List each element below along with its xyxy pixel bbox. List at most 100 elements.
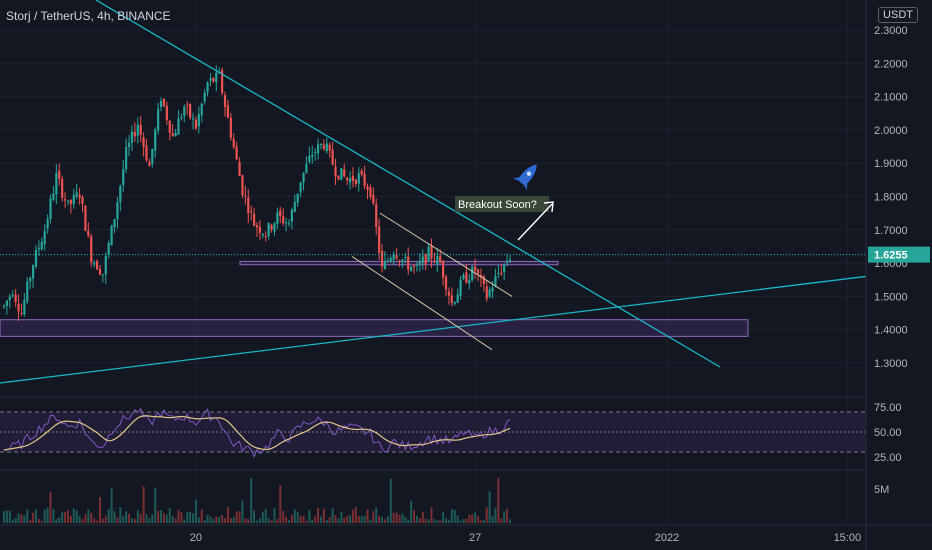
candle-body <box>145 145 148 161</box>
volume-bar <box>40 520 43 523</box>
volume-bar <box>3 511 5 523</box>
volume-bar <box>224 518 227 523</box>
candle-body <box>37 247 40 250</box>
candle-body <box>34 249 38 267</box>
volume-bar <box>154 487 157 523</box>
volume-bar <box>241 500 244 523</box>
candle-body <box>159 100 163 108</box>
candle-body <box>258 226 262 233</box>
candle-body <box>296 193 299 203</box>
currency-badge[interactable]: USDT <box>878 7 918 23</box>
candle-body <box>95 261 99 270</box>
volume-bar <box>218 517 221 523</box>
volume-bar <box>87 509 90 523</box>
candle-body <box>401 259 404 262</box>
candle-body <box>247 197 250 214</box>
candle-body <box>442 261 445 278</box>
candle-body <box>63 199 67 201</box>
volume-bar <box>215 516 218 523</box>
trendlines[interactable] <box>0 0 867 384</box>
volume-bar <box>331 508 334 523</box>
candle-body <box>346 177 349 181</box>
candle-body <box>14 294 17 303</box>
candle-body <box>407 256 410 270</box>
candle-body <box>223 95 227 107</box>
candle-body <box>340 168 343 180</box>
candle-body <box>55 172 58 195</box>
candle-body <box>186 104 189 106</box>
candle-body <box>72 194 75 205</box>
grid-lines <box>0 0 866 525</box>
candle-body <box>61 178 64 198</box>
candle-body <box>270 225 273 230</box>
price-tick-label: 1.5000 <box>874 291 908 303</box>
volume-bar <box>130 518 133 523</box>
volume-bar <box>235 511 238 523</box>
volume-bar <box>145 514 148 523</box>
candle-body <box>206 82 209 93</box>
candle-body <box>49 198 52 220</box>
candle-body <box>476 269 480 274</box>
candle-body <box>235 146 238 160</box>
volume-bar <box>349 515 352 523</box>
price-tick-label: 1.3000 <box>874 358 908 370</box>
volume-bar <box>474 512 477 523</box>
volume-bar <box>354 507 357 523</box>
volume-bar <box>439 520 442 523</box>
candle-body <box>174 132 177 137</box>
volume-bar <box>197 517 200 523</box>
volume-bar <box>238 510 241 523</box>
ascending-trendline <box>0 275 867 384</box>
volume-bar <box>212 519 215 523</box>
volume-bar <box>383 519 386 523</box>
descending-trendline <box>95 0 721 368</box>
candle-body <box>343 169 346 177</box>
volume-bar <box>325 520 328 523</box>
candle-body <box>17 303 20 312</box>
candle-body <box>325 143 328 152</box>
candle-body <box>351 175 355 181</box>
candle-body <box>116 202 119 220</box>
candle-body <box>191 118 195 120</box>
volume-bar <box>506 508 509 523</box>
volume-bar <box>497 477 500 523</box>
volume-bar <box>61 512 64 523</box>
price-tick-label: 1.8000 <box>874 192 908 204</box>
candle-body <box>468 279 471 284</box>
candle-body <box>31 265 35 279</box>
volume-bar <box>142 486 145 523</box>
volume-bar <box>427 519 430 523</box>
candle-body <box>421 256 424 263</box>
volume-bar <box>415 515 418 523</box>
candle-body <box>395 255 398 259</box>
volume-bar <box>381 517 384 523</box>
last-price-value: 1.6255 <box>874 250 908 262</box>
breakout-arrowhead <box>543 201 554 213</box>
volume-bar <box>287 520 290 523</box>
rocket-window <box>526 171 532 176</box>
interval-label: 4h <box>97 9 111 23</box>
volume-bar <box>226 507 229 523</box>
volume-bar <box>84 514 87 523</box>
candle-body <box>194 119 198 129</box>
time-tick-label: 20 <box>190 532 202 544</box>
volume-bar <box>5 510 8 523</box>
volume-bar <box>276 518 279 523</box>
breakout-annotation[interactable]: Breakout Soon? <box>455 159 554 241</box>
symbol-title: Storj / TetherUS, 4h, BINANCE <box>6 9 171 23</box>
volume-bar <box>445 518 448 523</box>
volume-bar <box>363 516 366 523</box>
volume-bar <box>346 516 349 523</box>
candle-body <box>232 139 235 148</box>
candle-body <box>197 114 200 127</box>
candle-body <box>354 179 357 184</box>
candle-body <box>221 69 224 93</box>
volume-bar <box>209 516 212 523</box>
price-tick-label: 2.3000 <box>874 25 908 37</box>
candle-body <box>334 166 337 177</box>
candle-body <box>311 154 314 157</box>
candle-body <box>508 259 512 262</box>
candle-body <box>366 186 369 190</box>
